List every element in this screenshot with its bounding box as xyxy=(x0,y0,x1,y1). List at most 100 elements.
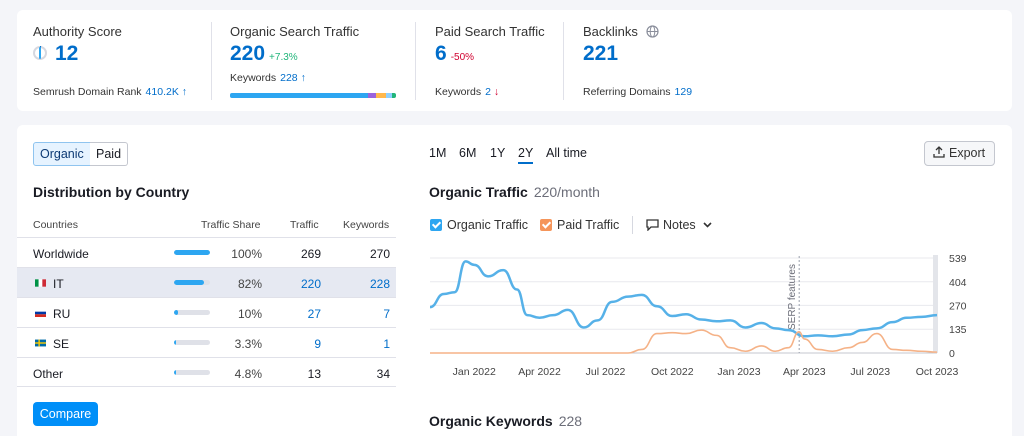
period-all-time[interactable]: All time xyxy=(546,146,587,160)
checkbox-icon xyxy=(430,219,442,231)
country-name: Worldwide xyxy=(33,247,89,261)
legend-organic-traffic[interactable]: Organic Traffic xyxy=(430,218,528,232)
traffic-value[interactable]: 27 xyxy=(307,307,321,321)
organic-traffic-metric[interactable]: Organic Search Traffic 220 +7.3% Keywords… xyxy=(230,10,400,111)
italy-flag-icon xyxy=(35,279,46,287)
organic-traffic-value: 220 xyxy=(230,42,266,65)
authority-score-metric[interactable]: Authority Score 12 Semrush Domain Rank 41… xyxy=(33,10,213,111)
export-button[interactable]: Export xyxy=(924,141,995,166)
period-6m[interactable]: 6M xyxy=(459,146,477,160)
x-tick-label: Oct 2023 xyxy=(916,366,959,378)
info-globe-icon[interactable] xyxy=(645,25,659,38)
legend-paid-label: Paid Traffic xyxy=(557,218,620,232)
x-tick-label: Apr 2023 xyxy=(783,366,826,378)
organic-traffic-delta: +7.3% xyxy=(269,52,298,63)
domain-rank-value[interactable]: 410.2K xyxy=(145,86,179,98)
paid-keywords-label: Keywords xyxy=(435,86,482,98)
organic-toggle-button[interactable]: Organic xyxy=(33,142,91,166)
referring-domains-label: Referring Domains xyxy=(583,86,671,98)
note-icon xyxy=(646,219,659,232)
paid-keywords-value[interactable]: 2 xyxy=(485,86,491,98)
authority-score-value: 12 xyxy=(55,42,79,65)
x-tick-label: Jan 2022 xyxy=(453,366,496,378)
backlinks-metric[interactable]: Backlinks 221 Referring Domains 129 xyxy=(583,10,743,111)
country-row-worldwide[interactable]: Worldwide 100% 269 270 xyxy=(17,237,396,267)
keywords-value[interactable]: 7 xyxy=(383,307,390,321)
country-row-other[interactable]: Other 4.8% 13 34 xyxy=(17,357,396,387)
traffic-share-bar xyxy=(174,250,210,255)
authority-gauge-icon xyxy=(33,46,47,60)
compare-button[interactable]: Compare xyxy=(33,402,98,426)
distribution-title: Distribution by Country xyxy=(33,184,190,200)
traffic-share-bar xyxy=(174,340,210,345)
keywords-value[interactable]: 1 xyxy=(383,337,390,351)
legend-organic-label: Organic Traffic xyxy=(447,218,529,232)
col-header-traffic[interactable]: Traffic xyxy=(290,219,319,231)
keywords-value[interactable]: 228 xyxy=(369,277,390,291)
traffic-share-value: 3.3% xyxy=(234,337,262,351)
country-name: IT xyxy=(53,277,64,291)
organic-traffic-line xyxy=(429,260,938,338)
period-1y[interactable]: 1Y xyxy=(490,146,506,160)
country-row-it[interactable]: IT 82% 220 228 xyxy=(17,267,396,297)
keyword-distribution-bar xyxy=(230,93,396,98)
export-label: Export xyxy=(949,146,986,160)
col-header-traffic-share[interactable]: Traffic Share xyxy=(201,219,261,231)
legend-paid-traffic[interactable]: Paid Traffic xyxy=(540,218,619,232)
russia-flag-icon xyxy=(35,309,46,317)
period-2y[interactable]: 2Y xyxy=(518,146,534,164)
divider xyxy=(563,22,564,100)
y-tick-label: 0 xyxy=(949,348,955,360)
organic-keywords-value[interactable]: 228 xyxy=(280,72,298,84)
keywords-value: 270 xyxy=(369,247,390,261)
organic-traffic-label: Organic Search Traffic xyxy=(230,24,360,39)
notes-dropdown[interactable]: Notes xyxy=(646,218,712,232)
country-name: RU xyxy=(53,307,71,321)
chart-edge-band xyxy=(933,255,938,353)
paid-traffic-value: 6 xyxy=(435,42,447,65)
paid-traffic-delta: -50% xyxy=(450,52,475,63)
traffic-share-bar xyxy=(174,310,210,315)
traffic-share-bar xyxy=(174,280,210,285)
legend-divider xyxy=(632,216,633,234)
country-row-se[interactable]: SE 3.3% 9 1 xyxy=(17,327,396,357)
traffic-share-value: 10% xyxy=(237,307,262,321)
col-header-countries[interactable]: Countries xyxy=(33,219,78,231)
traffic-value[interactable]: 220 xyxy=(300,277,321,291)
x-tick-label: Jul 2023 xyxy=(850,366,890,378)
traffic-share-value: 82% xyxy=(237,277,262,291)
keywords-section-count: 228 xyxy=(558,413,583,429)
backlinks-value: 221 xyxy=(583,42,619,65)
period-1m[interactable]: 1M xyxy=(429,146,447,160)
country-name: Other xyxy=(33,367,64,381)
traffic-value[interactable]: 9 xyxy=(314,337,321,351)
country-row-ru[interactable]: RU 10% 27 7 xyxy=(17,297,396,327)
paid-traffic-metric[interactable]: Paid Search Traffic 6 -50% Keywords 2 ↓ xyxy=(435,10,575,111)
arrow-down-icon: ↓ xyxy=(493,86,500,98)
organic-keywords-title: Organic Keywords 228 xyxy=(429,413,582,429)
referring-domains-value[interactable]: 129 xyxy=(674,86,693,98)
y-tick-label: 404 xyxy=(949,277,967,289)
y-tick-label: 270 xyxy=(949,300,967,312)
keywords-value: 34 xyxy=(376,367,390,381)
divider xyxy=(211,22,212,100)
chart-subtitle: 220/month xyxy=(533,184,600,200)
x-tick-label: Jul 2022 xyxy=(586,366,626,378)
traffic-value: 13 xyxy=(307,367,321,381)
organic-traffic-chart-title: Organic Traffic 220/month xyxy=(429,184,600,200)
arrow-up-icon: ↑ xyxy=(181,86,187,98)
sweden-flag-icon xyxy=(35,339,46,347)
backlinks-label: Backlinks xyxy=(583,24,638,39)
chart-title: Organic Traffic xyxy=(429,184,528,200)
x-tick-label: Jan 2023 xyxy=(717,366,760,378)
divider xyxy=(415,22,416,100)
notes-label: Notes xyxy=(663,218,696,232)
col-header-keywords[interactable]: Keywords xyxy=(343,219,390,231)
chevron-down-icon xyxy=(703,222,712,228)
traffic-share-value: 4.8% xyxy=(234,367,262,381)
paid-toggle-button[interactable]: Paid xyxy=(90,142,129,166)
keywords-section-title: Organic Keywords xyxy=(429,413,553,429)
traffic-share-value: 100% xyxy=(231,247,262,261)
serp-features-label: SERP features xyxy=(787,264,798,330)
